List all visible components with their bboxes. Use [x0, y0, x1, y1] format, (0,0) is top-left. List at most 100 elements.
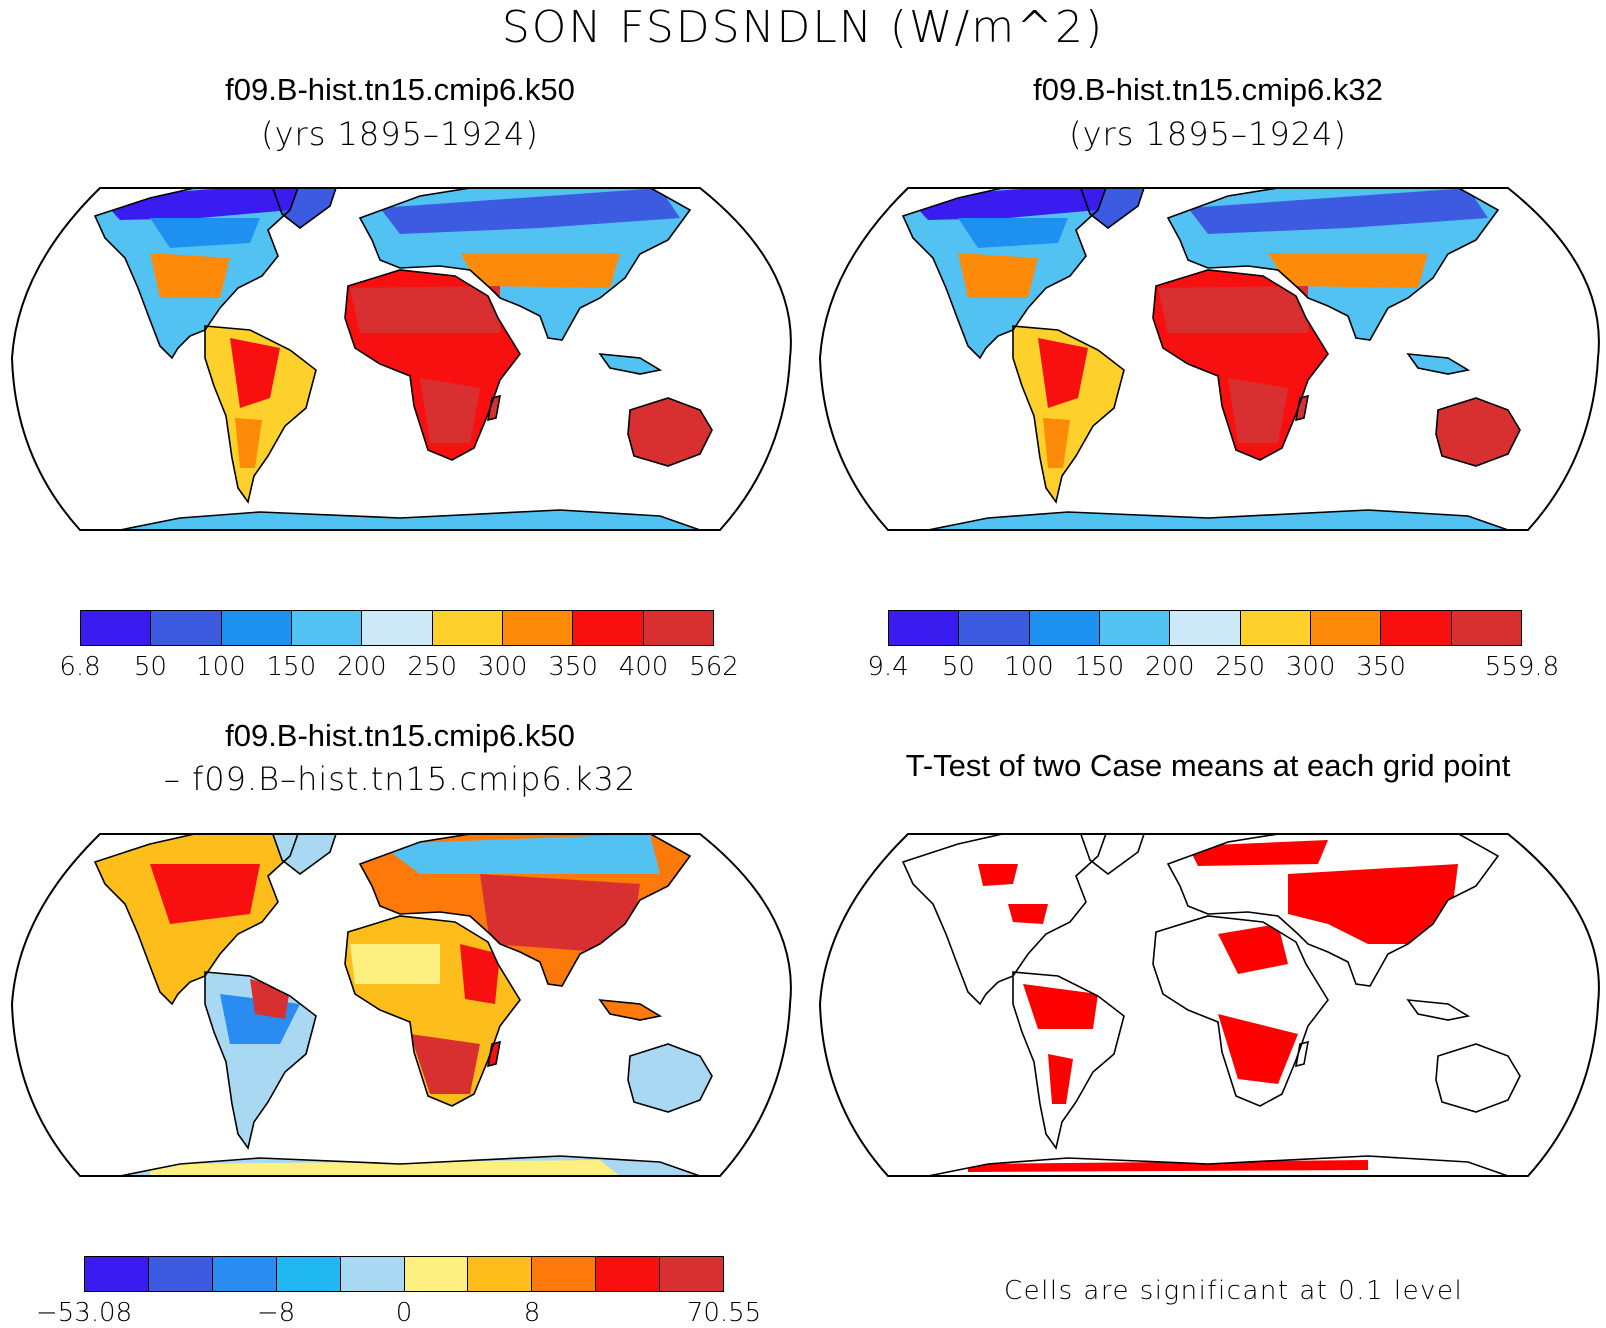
figure-title: SON FSDSNDLN (W/m^2) [501, 2, 1105, 53]
colorbar-swatch [1099, 611, 1171, 645]
land-australia [1436, 398, 1520, 466]
field-region [1158, 286, 1308, 333]
colorbar-tick-label: 300 [477, 652, 528, 682]
field-region [100, 188, 300, 220]
coastline [344, 915, 521, 1107]
colorbar-swatch [643, 611, 713, 645]
coastline [1166, 188, 1500, 341]
colorbar-tick-label: 562 [689, 652, 739, 682]
coastline [598, 353, 663, 375]
field-region [1228, 378, 1288, 443]
colorbar-swatch [81, 611, 152, 645]
colorbar-swatch [1240, 611, 1311, 645]
panel-title-bottom-left: f09.B-hist.tn15.cmip6.k50 [225, 718, 575, 753]
colorbar-tick-label: 150 [266, 652, 317, 682]
field-region [230, 338, 280, 408]
coastline [1294, 394, 1310, 422]
land-madagascar [1296, 1042, 1308, 1066]
coastline [1076, 188, 1150, 230]
colorbar-swatch [596, 1257, 661, 1291]
colorbar-bottom-left [84, 1256, 724, 1292]
colorbar-swatch [362, 611, 433, 645]
colorbar-tick-label: 250 [407, 652, 458, 682]
colorbar-tick-label: 6.8 [59, 652, 101, 682]
colorbar-top-right [888, 610, 1522, 646]
colorbar-swatch [1170, 611, 1241, 645]
panel-title-bottom-right: T-Test of two Case means at each grid po… [905, 748, 1511, 783]
coastline [268, 834, 342, 876]
colorbar-tick-label: 350 [548, 652, 598, 682]
colorbar-tick-label: −53.08 [35, 1298, 133, 1328]
colorbar-tick-label: 400 [618, 652, 669, 682]
colorbar-swatch [148, 1257, 213, 1291]
colorbar-tick-label: 250 [1215, 652, 1266, 682]
colorbar-swatch [291, 611, 363, 645]
coastline [627, 1043, 713, 1113]
coastline [901, 834, 1110, 1006]
colorbar-swatch [468, 1257, 533, 1291]
coastline [1152, 915, 1329, 1107]
field-region [1048, 1054, 1073, 1104]
field-region [1188, 840, 1328, 866]
panel-subtitle-bottom-left: – f09.B–hist.tn15.cmip6.k32 [163, 760, 637, 798]
colorbar-swatch [660, 1257, 724, 1291]
land-namerica [903, 834, 1108, 1004]
panel-title-top-right: f09.B-hist.tn15.cmip6.k32 [1033, 72, 1383, 107]
coastline [119, 509, 701, 530]
panel-subtitle-top-right: (yrs 1895–1924) [1069, 115, 1347, 153]
coastline [344, 269, 521, 461]
colorbar-swatch [1310, 611, 1382, 645]
coastline [1406, 999, 1471, 1021]
coastline [93, 188, 302, 360]
coastline [358, 188, 692, 341]
coastline [627, 397, 713, 467]
map-border [10, 833, 792, 1177]
coastline [1076, 834, 1150, 876]
coastline [1406, 353, 1471, 375]
colorbar-tick-label: 0 [395, 1298, 413, 1328]
field-region [420, 378, 480, 443]
colorbar-tick-label: 50 [941, 652, 975, 682]
field-region [380, 834, 660, 874]
field-region [1218, 1014, 1298, 1084]
colorbar-top-left [80, 610, 714, 646]
colorbar-swatch [151, 611, 222, 645]
field-region [150, 1160, 620, 1176]
field-region [350, 286, 500, 333]
field-region [350, 944, 440, 984]
panel-title-top-left: f09.B-hist.tn15.cmip6.k50 [225, 72, 575, 107]
colorbar-swatch [276, 1257, 341, 1291]
field-region [1038, 338, 1088, 408]
colorbar-swatch [889, 611, 960, 645]
field-region [958, 218, 1068, 248]
colorbar-swatch [85, 1257, 149, 1291]
land-antarctica [928, 510, 1508, 530]
coastline [268, 188, 342, 230]
field-region [1008, 904, 1048, 924]
colorbar-tick-label: 150 [1074, 652, 1125, 682]
field-region [1288, 864, 1458, 944]
colorbar-swatch [340, 1257, 405, 1291]
map-bottom-left [10, 833, 792, 1177]
coastline [1166, 834, 1500, 987]
colorbar-swatch [221, 611, 292, 645]
colorbar-tick-label: 9.4 [867, 652, 909, 682]
map-top-left [10, 187, 792, 531]
coastline [119, 1155, 701, 1176]
coastline [93, 834, 302, 1006]
map-top-right [818, 187, 1600, 531]
field-region [410, 1034, 480, 1094]
field-region [150, 253, 230, 298]
land-australia [628, 1044, 712, 1112]
colorbar-swatch [532, 1257, 597, 1291]
coastline [927, 509, 1509, 530]
map-border [818, 187, 1600, 531]
colorbar-swatch [1451, 611, 1521, 645]
land-madagascar [1296, 396, 1308, 420]
colorbar-swatch [1381, 611, 1452, 645]
field-region [480, 874, 640, 954]
field-region [150, 218, 260, 248]
land-australia [1436, 1044, 1520, 1112]
field-region [908, 188, 1108, 220]
colorbar-tick-label: −8 [256, 1298, 296, 1328]
